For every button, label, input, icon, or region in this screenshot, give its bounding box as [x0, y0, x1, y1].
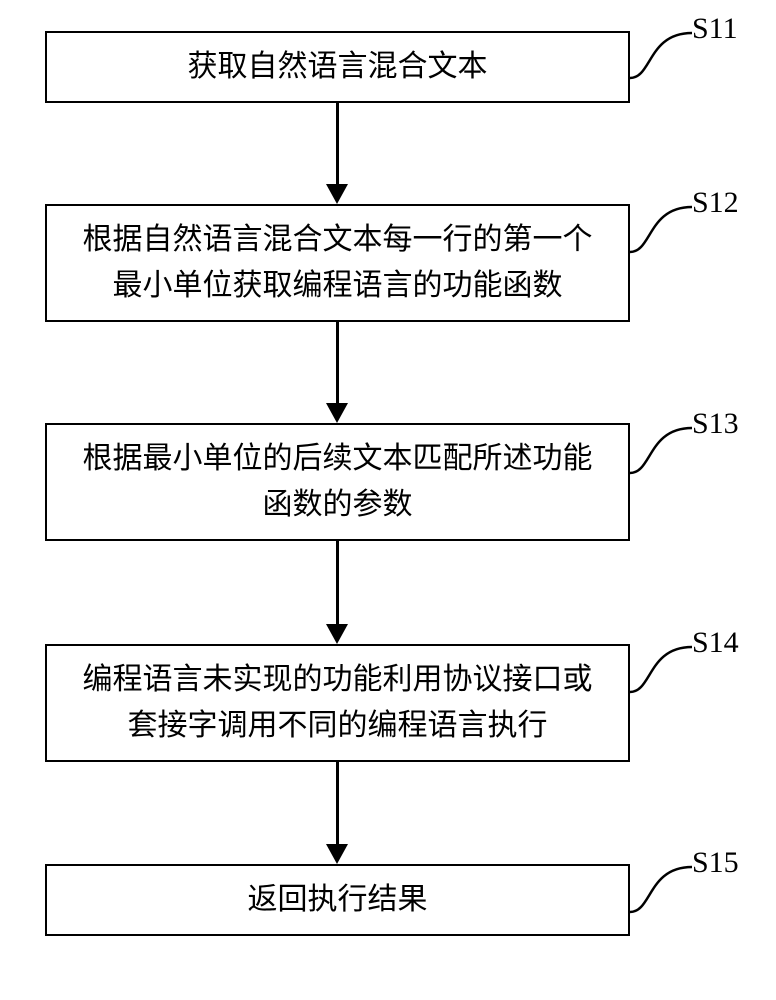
callout-1: [630, 30, 692, 80]
flow-node-5-line-1: 返回执行结果: [248, 883, 428, 916]
callout-4: [630, 644, 692, 694]
flow-node-2-text: 根据自然语言混合文本每一行的第一个 最小单位获取编程语言的功能函数: [83, 217, 593, 310]
flow-node-3-text: 根据最小单位的后续文本匹配所述功能 函数的参数: [83, 436, 593, 529]
flow-node-4: 编程语言未实现的功能利用协议接口或 套接字调用不同的编程语言执行: [45, 644, 630, 762]
flow-node-2: 根据自然语言混合文本每一行的第一个 最小单位获取编程语言的功能函数: [45, 204, 630, 322]
flow-node-3: 根据最小单位的后续文本匹配所述功能 函数的参数: [45, 423, 630, 541]
step-label-3: S13: [692, 407, 739, 441]
flow-node-1-text: 获取自然语言混合文本: [188, 44, 488, 91]
flow-node-3-line-2: 函数的参数: [263, 488, 413, 521]
flow-node-2-line-1: 根据自然语言混合文本每一行的第一个: [83, 223, 593, 256]
step-label-4: S14: [692, 626, 739, 660]
flowchart-canvas: 获取自然语言混合文本 根据自然语言混合文本每一行的第一个 最小单位获取编程语言的…: [0, 0, 776, 1000]
flow-node-4-line-2: 套接字调用不同的编程语言执行: [128, 709, 548, 742]
step-label-1: S11: [692, 12, 738, 46]
flow-node-1-line-1: 获取自然语言混合文本: [188, 50, 488, 83]
step-label-2: S12: [692, 186, 739, 220]
flow-node-3-line-1: 根据最小单位的后续文本匹配所述功能: [83, 442, 593, 475]
flow-node-5-text: 返回执行结果: [248, 877, 428, 924]
callout-3: [630, 425, 692, 475]
flow-node-4-text: 编程语言未实现的功能利用协议接口或 套接字调用不同的编程语言执行: [83, 657, 593, 750]
step-label-5: S15: [692, 846, 739, 880]
flow-node-2-line-2: 最小单位获取编程语言的功能函数: [113, 269, 563, 302]
flow-node-1: 获取自然语言混合文本: [45, 31, 630, 103]
callout-2: [630, 204, 692, 254]
callout-5: [630, 864, 692, 914]
flow-node-4-line-1: 编程语言未实现的功能利用协议接口或: [83, 663, 593, 696]
flow-node-5: 返回执行结果: [45, 864, 630, 936]
